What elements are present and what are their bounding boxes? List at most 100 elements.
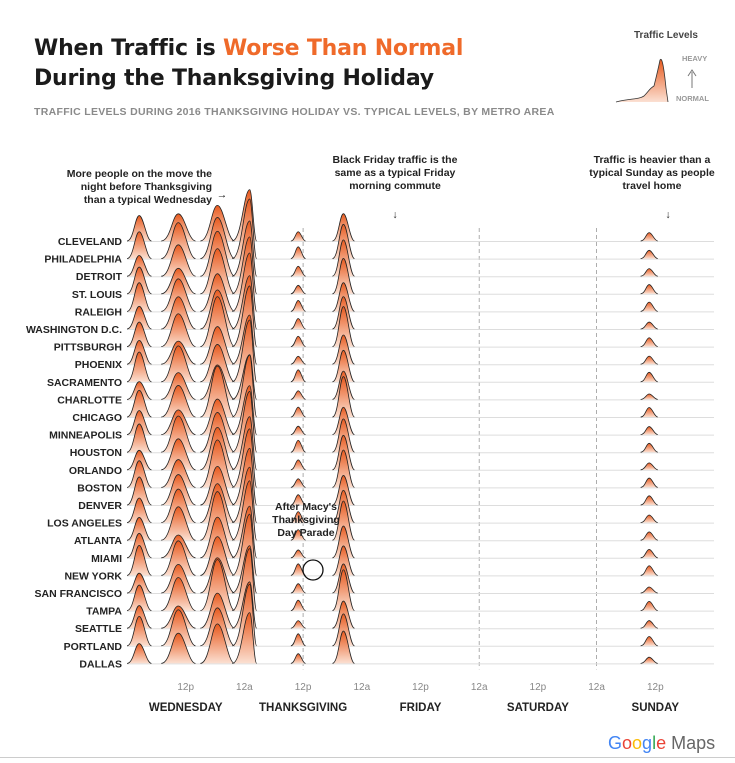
traffic-ridge-line xyxy=(161,605,196,629)
traffic-ridge-line xyxy=(332,449,355,488)
traffic-ridge-line xyxy=(161,488,196,523)
traffic-ridge-line xyxy=(231,466,258,523)
traffic-ridge-line xyxy=(126,339,152,365)
traffic-ridge xyxy=(127,390,152,417)
traffic-ridge xyxy=(127,215,152,241)
metro-label: BOSTON xyxy=(77,482,122,494)
annotation-text: Traffic is heavier than a xyxy=(594,154,711,166)
traffic-ridge-line xyxy=(200,344,235,383)
traffic-ridge xyxy=(640,407,658,417)
traffic-ridge-line xyxy=(231,285,258,347)
traffic-ridge-line xyxy=(126,282,152,312)
traffic-ridge-line xyxy=(332,376,355,418)
traffic-ridge-line xyxy=(332,282,355,312)
x-tick-label: 12a xyxy=(236,682,253,693)
traffic-ridge-line xyxy=(161,474,196,506)
legend-normal-label: NORMAL xyxy=(676,94,709,103)
traffic-ridge-line xyxy=(231,583,258,647)
traffic-ridge xyxy=(640,657,658,664)
traffic-ridge xyxy=(127,460,152,488)
traffic-ridge-line xyxy=(126,460,152,488)
traffic-ridge-line xyxy=(126,517,152,541)
traffic-ridge xyxy=(640,531,658,541)
traffic-ridge xyxy=(161,278,196,312)
traffic-ridge-line xyxy=(200,364,235,400)
traffic-ridge-line xyxy=(290,355,306,365)
traffic-ridge-line xyxy=(161,632,196,664)
traffic-ridge-line xyxy=(640,337,658,347)
traffic-ridge xyxy=(640,284,658,294)
traffic-ridge-line xyxy=(640,548,658,559)
traffic-ridge xyxy=(640,356,658,365)
traffic-ridge-line xyxy=(332,545,355,576)
traffic-ridge xyxy=(332,306,355,347)
traffic-ridge xyxy=(127,306,152,329)
traffic-ridge xyxy=(200,248,235,294)
traffic-ridge-line xyxy=(231,480,258,541)
traffic-ridge xyxy=(290,459,306,470)
traffic-ridge-line xyxy=(640,514,658,523)
traffic-ridge-line xyxy=(161,340,196,365)
annotation-text: More people on the move the xyxy=(67,168,212,180)
bottom-rule xyxy=(0,757,735,758)
traffic-ridge-line xyxy=(126,215,152,242)
traffic-ridge xyxy=(200,344,235,382)
traffic-ridge xyxy=(640,565,658,576)
traffic-ridge-line xyxy=(640,462,658,471)
traffic-ridge-line xyxy=(126,231,152,259)
traffic-ridge xyxy=(200,296,235,347)
traffic-ridge-line xyxy=(290,369,306,383)
traffic-ridge xyxy=(290,529,306,541)
traffic-ridge-line xyxy=(290,478,306,488)
traffic-ridge-line xyxy=(231,220,258,277)
traffic-ridge-line xyxy=(290,494,306,506)
traffic-ridge xyxy=(290,633,306,646)
traffic-ridge-line xyxy=(640,601,658,611)
metro-label: ST. LOUIS xyxy=(72,289,122,301)
traffic-ridge-line xyxy=(290,599,306,611)
annotation-text: same as a typical Friday xyxy=(335,167,456,179)
x-tick-label: 12p xyxy=(412,682,429,693)
traffic-ridge xyxy=(290,356,306,365)
traffic-ridge xyxy=(290,511,306,523)
traffic-ridge-line xyxy=(161,244,196,277)
traffic-ridge xyxy=(127,352,152,382)
traffic-ridge xyxy=(161,609,196,646)
traffic-ridge xyxy=(161,438,196,470)
traffic-ridge-line xyxy=(640,426,658,435)
traffic-ridge-line xyxy=(231,545,258,594)
metro-label: PITTSBURGH xyxy=(54,342,122,354)
traffic-ridge xyxy=(332,350,355,382)
traffic-ridge-line xyxy=(231,428,258,488)
traffic-ridge xyxy=(640,250,658,259)
traffic-ridge-line xyxy=(640,393,658,400)
traffic-ridge xyxy=(200,366,235,417)
traffic-ridge-line xyxy=(290,425,306,435)
traffic-ridge-line xyxy=(126,476,152,506)
traffic-ridge-line xyxy=(200,536,235,576)
traffic-ridge-line xyxy=(640,232,658,242)
traffic-ridge xyxy=(200,536,235,576)
traffic-ridge-line xyxy=(200,483,235,523)
traffic-ridge-line xyxy=(640,284,658,295)
traffic-ridge-line xyxy=(290,246,306,259)
traffic-ridge xyxy=(640,495,658,505)
traffic-ridge xyxy=(290,494,306,505)
traffic-ridge-line xyxy=(126,497,152,523)
traffic-ridge-line xyxy=(231,513,258,576)
traffic-ridge-line xyxy=(332,349,355,383)
x-tick-label: 12a xyxy=(471,682,488,693)
traffic-ridge-line xyxy=(200,623,235,664)
traffic-ridge xyxy=(290,390,306,400)
metro-label: HOUSTON xyxy=(70,447,122,459)
traffic-ridge-line xyxy=(200,248,235,295)
traffic-ridge-line xyxy=(231,252,258,312)
traffic-ridge-line xyxy=(332,434,355,471)
metro-label: SEATTLE xyxy=(75,623,122,635)
metro-label: ORLANDO xyxy=(69,465,122,477)
day-label: SATURDAY xyxy=(507,702,569,714)
traffic-ridge xyxy=(640,426,658,435)
traffic-ridge-line xyxy=(161,409,196,435)
traffic-ridge xyxy=(290,583,306,593)
